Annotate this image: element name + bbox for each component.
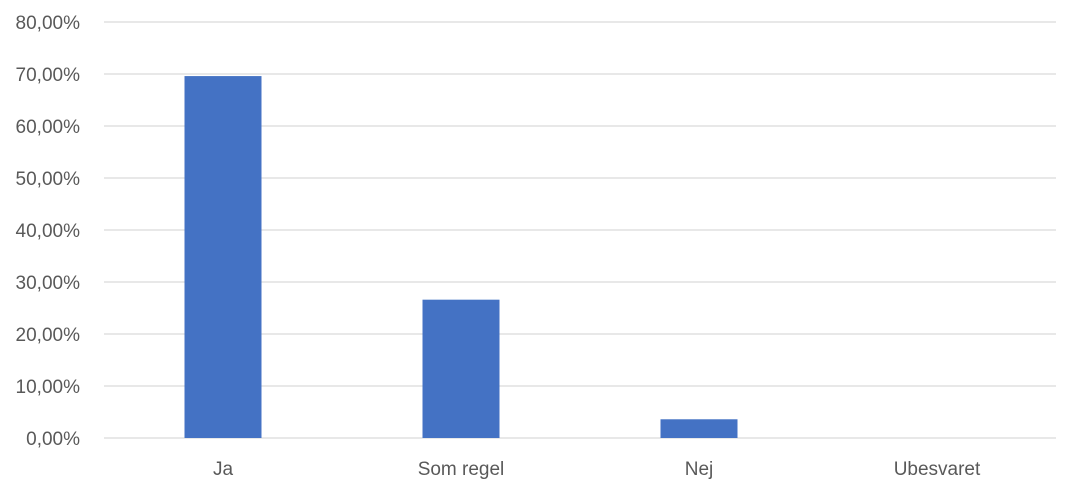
bar-nej (660, 419, 738, 438)
x-category-label: Ubesvaret (894, 459, 981, 480)
gridlines (104, 21, 1056, 439)
bars (184, 76, 738, 438)
y-tick-label: 70,00% (16, 65, 81, 86)
x-axis-categories: Ja Som regel Nej Ubesvaret (213, 459, 981, 480)
bar-ja (184, 76, 262, 438)
y-axis-ticks: 0,00% 10,00% 20,00% 30,00% 40,00% 50,00% 60,00… (16, 13, 81, 450)
x-category-label: Som regel (418, 459, 505, 480)
y-tick-label: 50,00% (16, 169, 81, 190)
y-tick-label: 10,00% (16, 377, 81, 398)
y-tick-label: 20,00% (16, 325, 81, 346)
y-tick-label: 80,00% (16, 13, 81, 34)
bar-som-regel (422, 299, 500, 438)
y-tick-label: 40,00% (16, 221, 81, 242)
x-category-label: Ja (213, 459, 234, 480)
y-tick-label: 30,00% (16, 273, 81, 294)
x-category-label: Nej (685, 459, 714, 480)
y-tick-label: 60,00% (16, 117, 81, 138)
y-tick-label: 0,00% (26, 429, 80, 450)
